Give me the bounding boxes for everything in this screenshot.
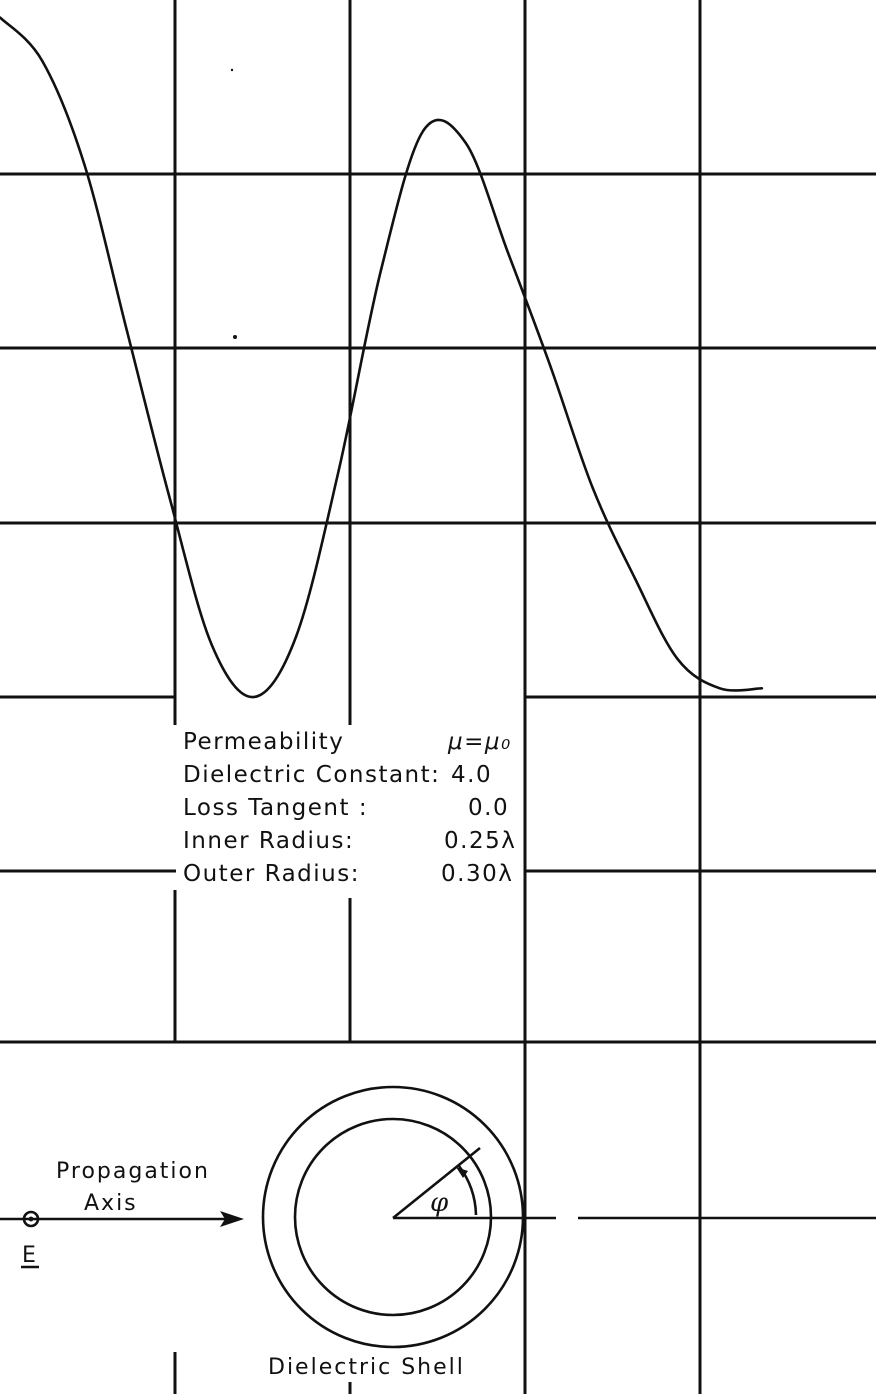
data-point xyxy=(379,268,383,272)
angle-arrow-head-icon xyxy=(456,1167,468,1178)
data-point xyxy=(41,59,44,63)
data-point xyxy=(760,687,764,690)
param-label-permeability: Permeability xyxy=(183,729,344,755)
param-label-inner-radius: Inner Radius: xyxy=(183,828,354,854)
arrow-head-icon xyxy=(220,1211,244,1227)
param-value-inner-radius: 0.25λ xyxy=(444,828,516,854)
param-label-dielectric-constant: Dielectric Constant: xyxy=(183,762,440,788)
data-point xyxy=(422,129,425,132)
data-point xyxy=(633,577,637,580)
param-label-outer-radius: Outer Radius: xyxy=(183,861,360,887)
data-point xyxy=(718,687,721,690)
data-point xyxy=(252,695,256,699)
propagation-axis-label-line1: Propagation xyxy=(56,1159,210,1184)
param-value-permeability: μ=μ₀ xyxy=(447,729,512,755)
data-point xyxy=(295,634,298,638)
data-point xyxy=(210,643,213,646)
data-point xyxy=(168,495,171,498)
param-value-dielectric-constant: 4.0 xyxy=(451,762,492,788)
data-point xyxy=(676,657,679,660)
param-value-outer-radius: 0.30λ xyxy=(441,861,513,887)
data-point xyxy=(125,329,129,333)
data-point xyxy=(506,251,510,254)
data-point xyxy=(83,164,86,167)
angle-phi-label: φ xyxy=(430,1188,449,1218)
data-point xyxy=(549,364,552,368)
scan-speck xyxy=(233,335,237,339)
observation-direction-line xyxy=(392,1146,481,1220)
param-value-loss-tangent: 0.0 xyxy=(468,795,509,821)
geometry-diagram: Propagation Axis E φ Dielectric Shell xyxy=(0,1085,876,1380)
scan-speck xyxy=(230,68,234,72)
parameter-table: Permeability μ=μ₀ Dielectric Constant: 4… xyxy=(183,729,516,887)
e-field-out-of-page-icon xyxy=(22,1210,40,1228)
series-line xyxy=(0,16,763,699)
data-point xyxy=(337,469,340,472)
e-field-label: E xyxy=(22,1243,36,1268)
data-point xyxy=(591,486,594,490)
data-point xyxy=(464,141,467,145)
param-label-loss-tangent: Loss Tangent : xyxy=(183,795,368,821)
dielectric-shell-label: Dielectric Shell xyxy=(268,1355,465,1380)
propagation-axis-label-line2: Axis xyxy=(84,1191,138,1216)
data-point xyxy=(0,16,2,19)
e-field-dot-icon xyxy=(28,1216,34,1222)
